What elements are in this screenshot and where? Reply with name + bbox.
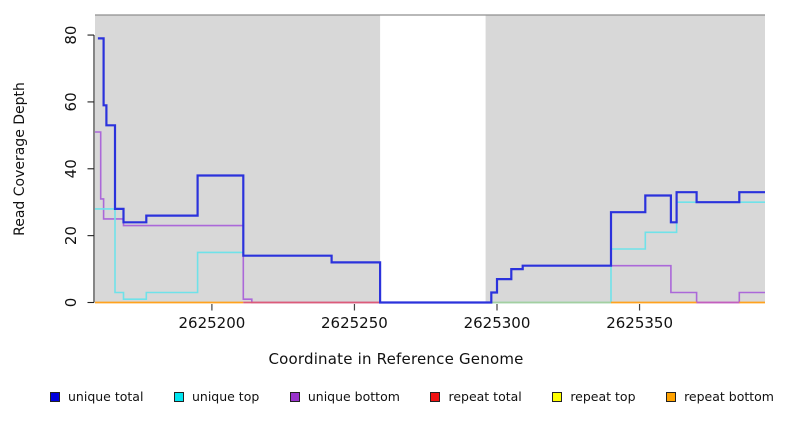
legend-swatch bbox=[50, 391, 60, 402]
legend-swatch bbox=[430, 391, 441, 402]
plot-background-panels bbox=[95, 14, 765, 303]
x-tick-label: 2625300 bbox=[464, 314, 531, 332]
legend-swatch bbox=[173, 391, 184, 402]
legend-item-repeat-total: repeat total bbox=[430, 389, 522, 404]
legend: unique total unique top unique bottom repea… bbox=[0, 389, 792, 404]
y-tick-label: 20 bbox=[62, 226, 80, 245]
legend-swatch bbox=[552, 391, 563, 402]
axes: 0 20 40 60 80 2625200 2625250 2625300 2625350 bbox=[62, 26, 673, 332]
legend-label: unique total bbox=[68, 389, 144, 404]
coverage-chart: 0 20 40 60 80 2625200 2625250 2625300 2625350 Re… bbox=[12, 14, 765, 332]
y-tick-label: 40 bbox=[62, 159, 80, 178]
legend-item-unique-top: unique top bbox=[173, 389, 260, 404]
legend-label: repeat total bbox=[448, 389, 522, 404]
series-unique-total bbox=[97, 37, 765, 304]
legend-item-repeat-top: repeat top bbox=[552, 389, 636, 404]
legend-swatch bbox=[289, 391, 300, 402]
legend-item-unique-bottom: unique bottom bbox=[289, 389, 400, 404]
y-tick-label: 80 bbox=[62, 26, 80, 45]
x-tick-label: 2625350 bbox=[606, 314, 673, 332]
legend-label: unique top bbox=[191, 389, 260, 404]
legend-swatch bbox=[666, 391, 677, 402]
legend-label: repeat top bbox=[570, 389, 636, 404]
plot-panel bbox=[485, 15, 765, 303]
y-tick-label: 0 bbox=[62, 298, 80, 308]
legend-label: repeat bottom bbox=[684, 389, 774, 404]
y-tick-label: 60 bbox=[62, 92, 80, 111]
x-tick-label: 2625200 bbox=[178, 314, 245, 332]
x-axis-title: Coordinate in Reference Genome bbox=[268, 350, 524, 368]
series-lines-over bbox=[97, 37, 765, 304]
legend-item-repeat-bottom: repeat bottom bbox=[666, 389, 774, 404]
legend-label: unique bottom bbox=[307, 389, 400, 404]
x-tick-label: 2625250 bbox=[321, 314, 388, 332]
legend-item-unique-total: unique total bbox=[50, 389, 143, 404]
plot-panel bbox=[95, 15, 381, 303]
y-axis-title: Read Coverage Depth bbox=[12, 82, 28, 236]
